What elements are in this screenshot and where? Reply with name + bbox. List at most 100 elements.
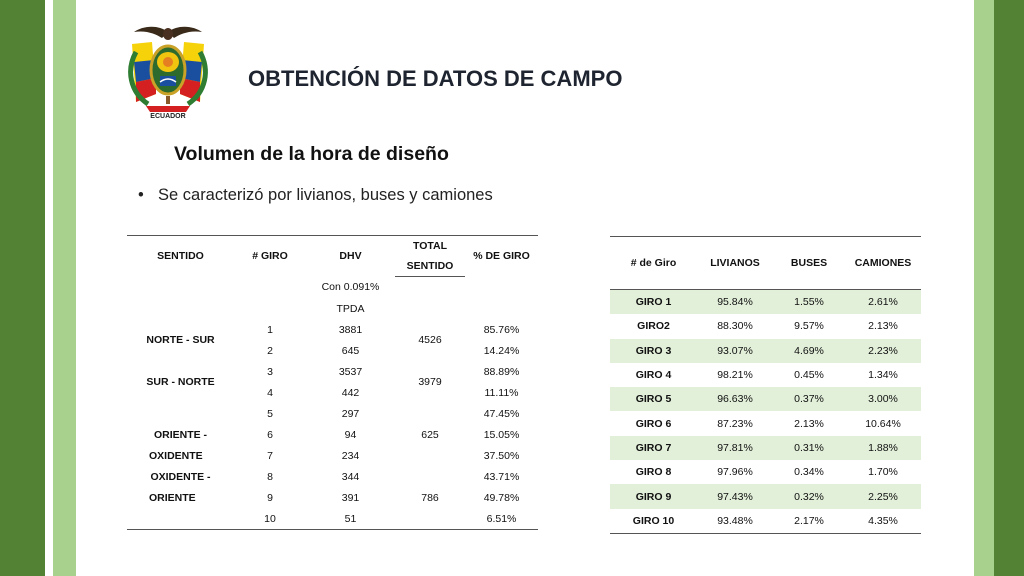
camiones-cell: 1.34% — [868, 369, 898, 382]
dhv-cell: 234 — [341, 449, 360, 462]
dhv-cell: 645 — [341, 344, 360, 357]
table-cell — [465, 277, 538, 299]
table-cell — [234, 277, 306, 299]
camiones-cell: 4.35% — [845, 508, 921, 534]
table-cell — [234, 298, 306, 319]
livianos-cell: 93.48% — [697, 508, 773, 534]
svg-text:ECUADOR: ECUADOR — [150, 113, 185, 120]
giro-cell: GIRO 7 — [610, 435, 697, 461]
dhv-cell: 51 — [306, 508, 395, 530]
table-cell — [465, 298, 538, 319]
buses-cell: 2.13% — [794, 417, 824, 430]
table-row: GIRO 4 98.21% 0.45% 1.34% — [610, 363, 921, 387]
giro-cell: 3 — [267, 365, 273, 378]
livianos-cell: 95.84% — [697, 289, 773, 315]
table-cell — [395, 277, 465, 299]
col-header-pct: % DE GIRO — [465, 235, 538, 277]
giro-cell: 7 — [267, 449, 273, 462]
sentido-label-line2: ORIENTE — [149, 491, 196, 504]
giro-cell: 8 — [267, 470, 273, 483]
livianos-cell: 97.81% — [697, 435, 773, 461]
buses-cell: 0.34% — [794, 466, 824, 479]
table-row: GIRO 10 93.48% 2.17% 4.35% — [610, 508, 921, 534]
buses-cell: 2.17% — [773, 508, 845, 534]
dhv-cell: 442 — [341, 386, 360, 399]
giro-cell: GIRO 10 — [610, 508, 697, 534]
livianos-cell: 97.43% — [697, 484, 773, 509]
pct-cell: 14.24% — [483, 344, 520, 357]
col-header-total-line1: TOTAL — [395, 235, 465, 256]
left-light-green-bar — [53, 0, 76, 576]
pct-cell: 6.51% — [465, 508, 538, 530]
camiones-cell: 10.64% — [865, 417, 901, 430]
buses-cell: 0.45% — [794, 369, 824, 382]
col-header-livianos: LIVIANOS — [697, 236, 773, 290]
giro-cell: GIRO 9 — [610, 484, 697, 509]
table-row: GIRO2 88.30% 9.57% 2.13% — [610, 314, 921, 338]
col-header-buses: BUSES — [773, 236, 845, 290]
pct-cell: 88.89% — [483, 365, 520, 378]
dhv-cell: 3881 — [338, 323, 363, 336]
sentido-label: SUR - NORTE — [146, 376, 215, 388]
section-subtitle: Volumen de la hora de diseño — [174, 143, 449, 165]
direction-volume-table: SENTIDO # GIRO DHV TOTAL % DE GIRO SENTI… — [127, 235, 538, 530]
giro-cell: GIRO 3 — [610, 338, 697, 363]
dhv-cell: 344 — [341, 470, 360, 483]
bullet-point: • Se caracterizó por livianos, buses y ca… — [138, 186, 493, 205]
dhv-cell: 297 — [341, 407, 360, 420]
giro-cell: GIRO 8 — [635, 466, 672, 479]
table-row: GIRO 1 95.84% 1.55% 2.61% — [610, 289, 921, 315]
dhv-cell: 94 — [344, 428, 357, 441]
dhv-cell: 391 — [341, 491, 360, 504]
pct-cell: 15.05% — [483, 428, 520, 441]
table-cell — [395, 403, 465, 424]
giro-cell: 9 — [267, 491, 273, 504]
table-cell — [395, 466, 465, 487]
col-header-dhv: DHV — [306, 235, 395, 277]
giro-cell: GIRO2 — [637, 320, 670, 333]
giro-cell: GIRO 1 — [610, 289, 697, 315]
pct-cell: 85.76% — [483, 323, 520, 336]
dhv-cell: 3537 — [338, 365, 363, 378]
sentido-label-line1: OXIDENTE - — [150, 470, 211, 483]
col-header-total-line2: SENTIDO — [395, 256, 465, 277]
buses-cell: 0.31% — [773, 435, 845, 461]
giro-cell: GIRO 5 — [610, 387, 697, 412]
giro-cell: GIRO 6 — [635, 417, 672, 430]
right-dark-green-bar — [994, 0, 1024, 576]
buses-cell: 0.37% — [773, 387, 845, 412]
total-cell: 4526 — [418, 334, 442, 346]
ecuador-coat-of-arms-logo: ECUADOR — [128, 26, 208, 120]
camiones-cell: 1.70% — [868, 466, 898, 479]
buses-cell: 1.55% — [773, 289, 845, 315]
sentido-label-line2: OXIDENTE — [149, 449, 203, 462]
col-header-camiones: CAMIONES — [845, 236, 921, 290]
camiones-cell: 3.00% — [845, 387, 921, 412]
right-light-green-bar — [974, 0, 994, 576]
giro-cell: 6 — [267, 428, 273, 441]
table-row: GIRO 6 87.23% 2.13% 10.64% — [610, 411, 921, 435]
vehicle-composition-table: # de Giro LIVIANOS BUSES CAMIONES GIRO 1… — [610, 236, 921, 534]
table-row: GIRO 5 96.63% 0.37% 3.00% — [610, 387, 921, 412]
left-dark-green-bar — [0, 0, 45, 576]
livianos-cell: 97.96% — [717, 466, 753, 479]
livianos-cell: 88.30% — [717, 320, 753, 333]
livianos-cell: 96.63% — [697, 387, 773, 412]
giro-cell: 5 — [267, 407, 273, 420]
table-cell — [395, 508, 465, 530]
buses-cell: 4.69% — [773, 338, 845, 363]
camiones-cell: 2.13% — [868, 320, 898, 333]
livianos-cell: 98.21% — [717, 369, 753, 382]
buses-cell: 0.32% — [773, 484, 845, 509]
giro-cell: 4 — [267, 386, 273, 399]
table-row: GIRO 8 97.96% 0.34% 1.70% — [610, 460, 921, 484]
camiones-cell: 2.25% — [845, 484, 921, 509]
pct-cell: 47.45% — [483, 407, 520, 420]
camiones-cell: 2.61% — [845, 289, 921, 315]
total-cell: 3979 — [418, 376, 442, 388]
total-cell: 625 — [421, 428, 439, 441]
buses-cell: 9.57% — [794, 320, 824, 333]
table-row: GIRO 7 97.81% 0.31% 1.88% — [610, 435, 921, 461]
table-cell — [127, 508, 234, 530]
pct-cell: 49.78% — [483, 491, 520, 504]
